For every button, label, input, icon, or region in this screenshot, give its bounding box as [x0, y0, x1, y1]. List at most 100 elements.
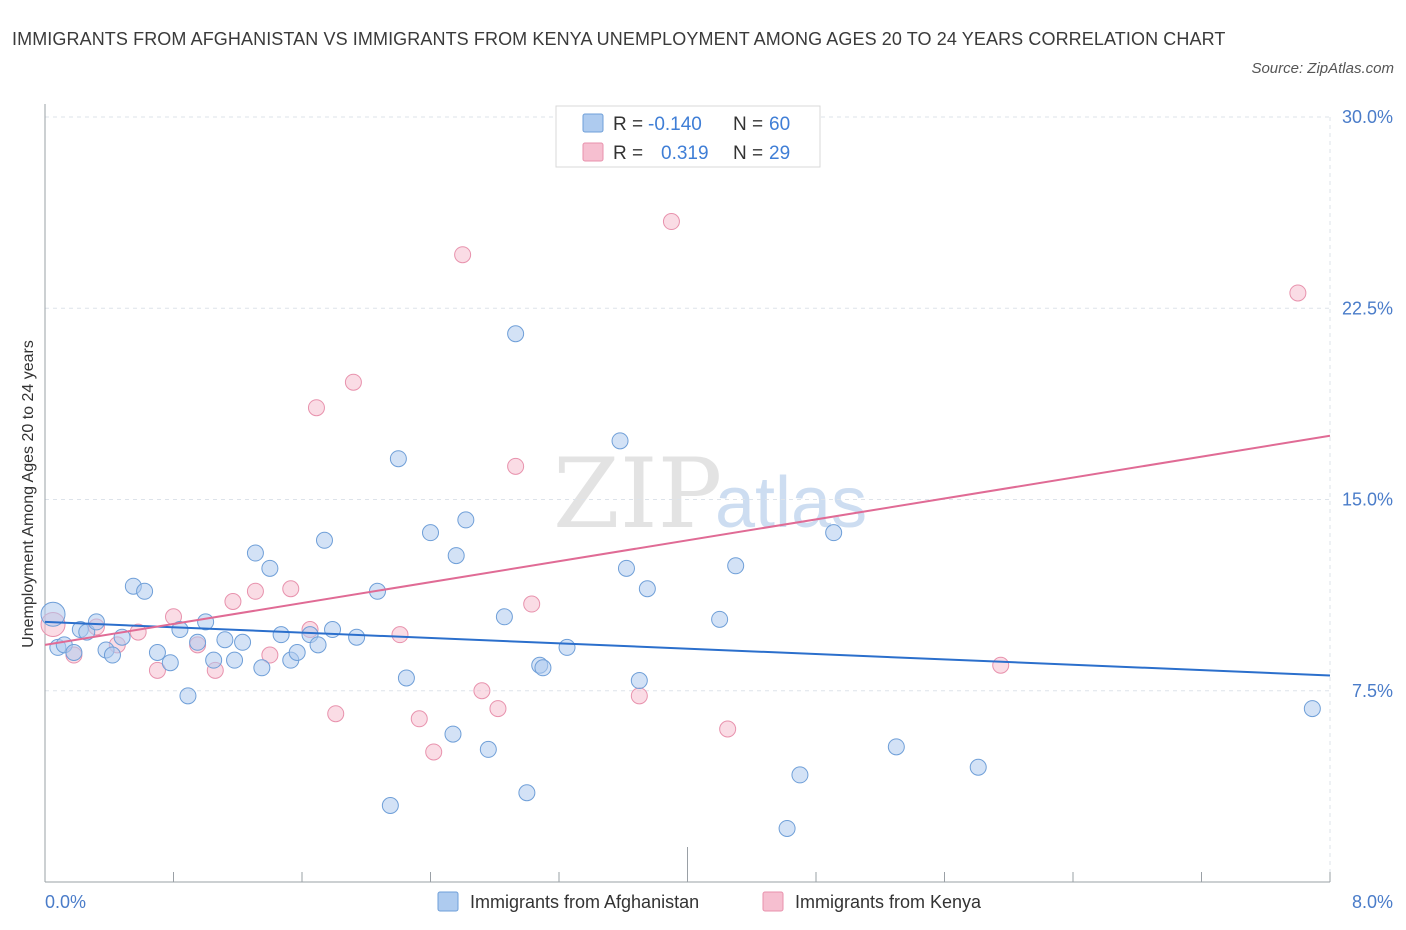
afghanistan-point [518, 784, 536, 802]
afghanistan-point [189, 633, 207, 651]
kenya-point [630, 687, 648, 705]
afghanistan-point [226, 651, 244, 669]
y-tick-label: 22.5% [1342, 298, 1393, 318]
afghanistan-point [507, 325, 525, 343]
source-label: Source: ZipAtlas.com [1251, 60, 1394, 77]
chart-title: IMMIGRANTS FROM AFGHANISTAN VS IMMIGRANT… [12, 29, 1226, 49]
afghanistan-point [179, 687, 197, 705]
x-tick-label: 0.0% [45, 892, 86, 912]
afghanistan-point [389, 450, 407, 468]
kenya-n-label: N = [733, 143, 763, 164]
kenya-r-label: R = [613, 143, 643, 164]
afghanistan-point [558, 638, 576, 656]
afghanistan-point [253, 659, 271, 677]
kenya-point [473, 682, 491, 700]
afghanistan-point [161, 654, 179, 672]
afghanistan-point [638, 580, 656, 598]
afghanistan-point [246, 544, 264, 562]
afghanistan-swatch [582, 113, 604, 133]
kenya-point [148, 661, 166, 679]
y-tick-label: 15.0% [1342, 490, 1393, 510]
kenya-point [523, 595, 541, 613]
afghanistan-point [205, 651, 223, 669]
afghanistan-point [381, 797, 399, 814]
kenya-point [719, 720, 737, 738]
legend-afghanistan-swatch [437, 891, 459, 912]
afghanistan-point [727, 557, 745, 575]
kenya-point [992, 656, 1010, 674]
kenya-point [489, 700, 507, 718]
afghanistan-point [216, 631, 234, 649]
legend: Immigrants from Afghanistan Immigrants f… [437, 891, 982, 912]
afghanistan-r-value: -0.140 [648, 114, 702, 135]
kenya-r-value: 0.319 [661, 143, 709, 164]
afghanistan-point [234, 633, 252, 651]
y-tick-label: 7.5% [1352, 681, 1393, 701]
kenya-point [410, 710, 428, 728]
kenya-point [246, 582, 264, 600]
afghanistan-point [324, 621, 342, 639]
legend-afghanistan-label: Immigrants from Afghanistan [470, 892, 699, 912]
y-tick-label: 30.0% [1342, 107, 1393, 127]
afghanistan-n-value: 60 [769, 114, 790, 135]
kenya-point [425, 743, 443, 761]
afghanistan-point [611, 432, 629, 450]
afghanistan-point [136, 582, 154, 600]
kenya-swatch [582, 142, 604, 162]
kenya-point [224, 593, 242, 610]
afghanistan-point [148, 644, 166, 661]
afghanistan-point [272, 626, 290, 644]
afghanistan-trend-line [44, 620, 1331, 677]
x-tick-label: 8.0% [1352, 892, 1393, 912]
afghanistan-point [65, 644, 83, 661]
kenya-point [662, 213, 680, 231]
kenya-point [507, 457, 525, 475]
legend-kenya-swatch [762, 891, 784, 912]
afghanistan-n-label: N = [733, 114, 763, 135]
afghanistan-point [171, 621, 189, 639]
watermark-zip: ZIP [553, 438, 722, 550]
kenya-point [327, 705, 345, 723]
afghanistan-point [887, 738, 905, 756]
afghanistan-point [778, 819, 796, 837]
trend-lines [44, 434, 1331, 677]
tick-labels: 7.5% 15.0% 22.5% 30.0% 0.0% 8.0% [45, 107, 1393, 912]
watermark-atlas: atlas [715, 463, 867, 543]
afghanistan-point [87, 613, 105, 631]
afghanistan-point [791, 766, 809, 784]
legend-kenya-label: Immigrants from Kenya [795, 892, 982, 912]
kenya-point [282, 580, 300, 598]
kenya-point [261, 646, 279, 664]
kenya-point [1289, 284, 1307, 302]
afghanistan-point [309, 636, 327, 654]
kenya-point [454, 246, 472, 264]
afghanistan-point [447, 547, 465, 565]
afghanistan-point [348, 628, 366, 646]
afghanistan-point [711, 610, 729, 628]
stats-box: R = -0.140 N = 60 R = 0.319 N = 29 [555, 105, 821, 168]
afghanistan-point [617, 559, 635, 577]
afghanistan-point [397, 669, 415, 687]
afghanistan-point [261, 559, 279, 577]
kenya-n-value: 29 [769, 143, 790, 164]
afghanistan-r-label: R = [613, 114, 643, 135]
afghanistan-point [103, 646, 121, 664]
afghanistan-point [444, 725, 462, 743]
afghanistan-point [479, 740, 497, 758]
kenya-point [344, 373, 362, 391]
kenya-point [391, 626, 409, 644]
y-axis-title: Unemployment Among Ages 20 to 24 years [20, 340, 37, 648]
afghanistan-point [630, 672, 648, 690]
afghanistan-point [288, 644, 306, 661]
gridlines [45, 116, 1331, 882]
afghanistan-point [315, 531, 333, 549]
kenya-point [307, 399, 325, 417]
afghanistan-point [457, 511, 475, 529]
afghanistan-series [40, 325, 1321, 837]
axes [44, 104, 1331, 883]
afghanistan-point [40, 601, 66, 627]
afghanistan-point [534, 659, 552, 677]
afghanistan-point [1303, 700, 1321, 718]
afghanistan-point [422, 524, 439, 542]
